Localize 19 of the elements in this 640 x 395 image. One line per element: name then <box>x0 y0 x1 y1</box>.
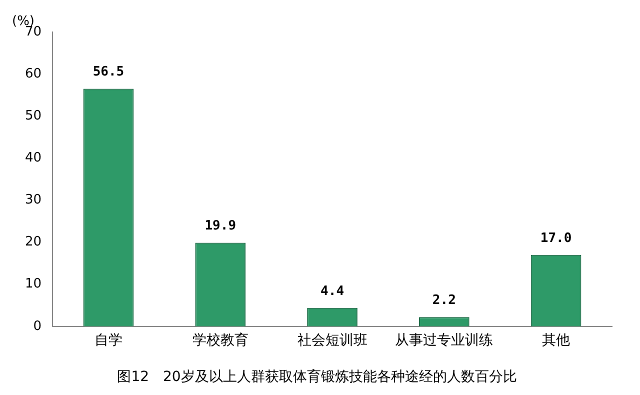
data-label: 19.9 <box>204 218 236 234</box>
text: 图12 20岁及以上人群获取体育锻炼技能各种途经的人数百分比 <box>117 368 517 386</box>
x-tick-label: 其他 <box>542 332 570 348</box>
y-tick-label: 20 <box>24 234 42 250</box>
y-tick-label: 60 <box>24 66 42 82</box>
data-label: 56.5 <box>92 64 124 80</box>
y-tick-label: 10 <box>24 276 42 292</box>
y-tick-label: 70 <box>24 24 42 40</box>
y-tick-label: 40 <box>24 150 42 166</box>
data-label: 2.2 <box>432 293 456 308</box>
x-tick-label: 自学 <box>94 332 122 348</box>
y-tick-label: 0 <box>33 318 42 334</box>
x-tick-label: 社会短训班 <box>297 332 368 348</box>
x-tick-label: 从事过专业训练 <box>395 332 494 348</box>
data-label: 17.0 <box>540 230 572 246</box>
y-tick-label: 50 <box>24 108 42 124</box>
data-label: 4.4 <box>320 284 344 299</box>
x-tick-label: 学校教育 <box>192 331 248 348</box>
y-tick-label: 30 <box>24 192 42 208</box>
